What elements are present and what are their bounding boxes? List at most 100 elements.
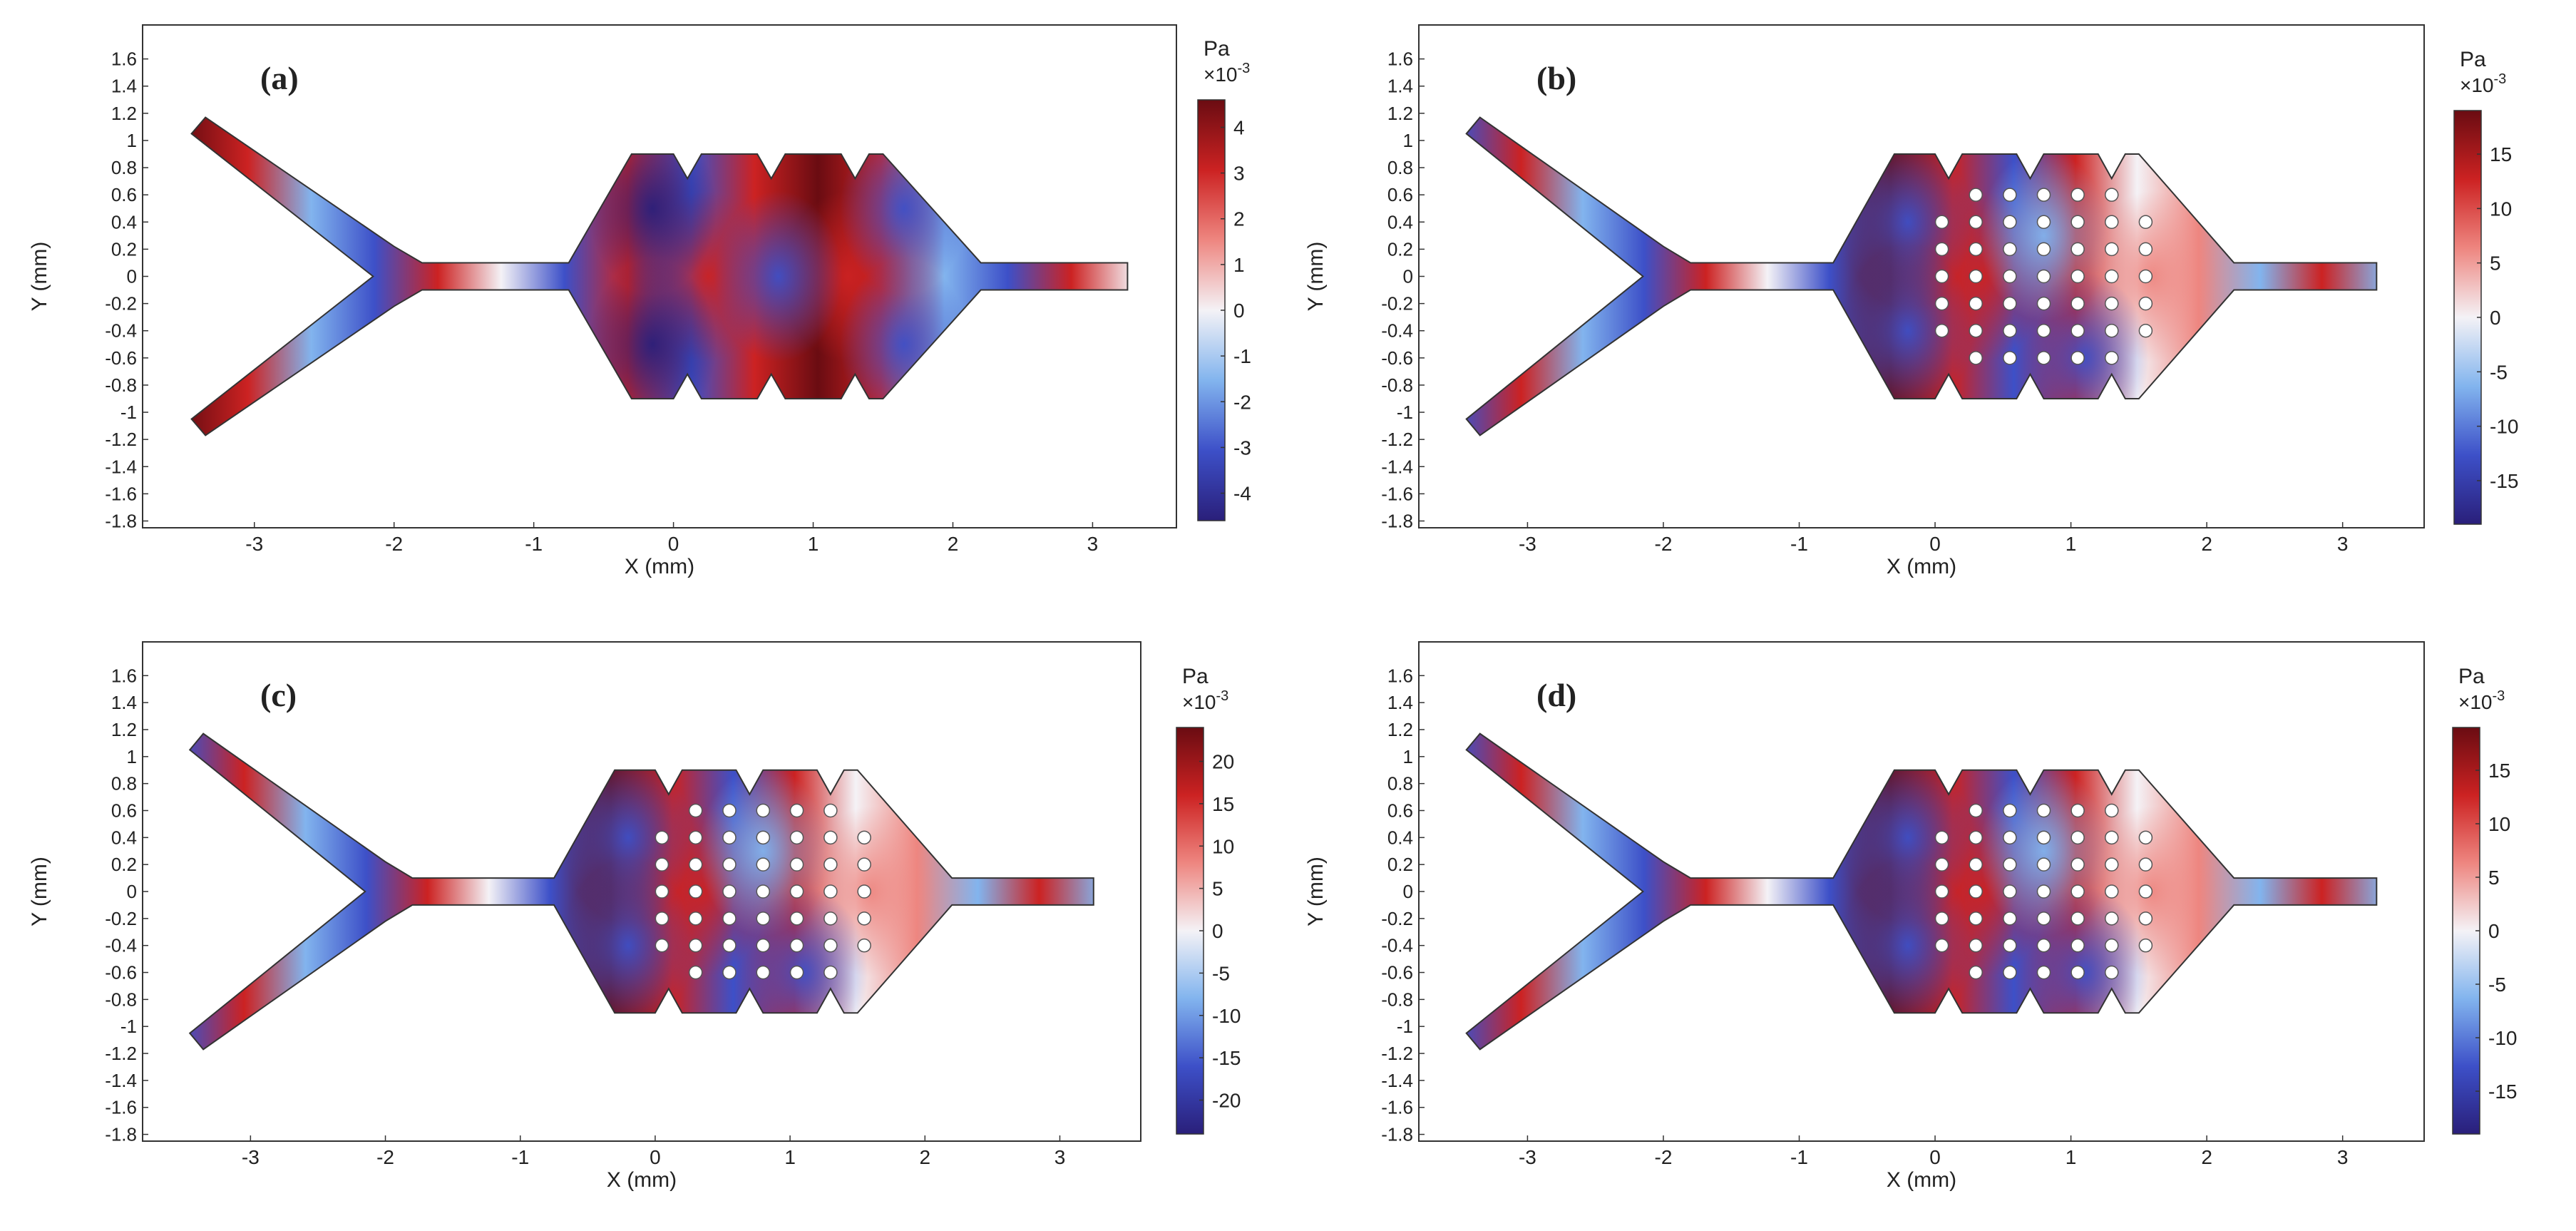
- pillar: [2036, 938, 2051, 953]
- y-tick-label: 1.2: [1387, 719, 1413, 740]
- channel-outline: [188, 732, 1094, 1051]
- pillar: [789, 857, 804, 872]
- pillar: [655, 830, 669, 845]
- pillar: [2070, 938, 2085, 953]
- x-tick-label: 0: [668, 533, 679, 555]
- colorbar-tick-label: -5: [2490, 361, 2508, 383]
- y-tick-label: -0.8: [1381, 374, 1413, 396]
- pillar: [1934, 857, 1949, 872]
- pillar: [2003, 269, 2017, 284]
- pillar: [1934, 323, 1949, 338]
- y-tick-label: 0.6: [1387, 800, 1413, 821]
- pillar: [688, 857, 703, 872]
- y-tick-label: -0.4: [1381, 320, 1413, 342]
- colorbar-scale: ×10-3: [1182, 688, 1228, 713]
- pillar: [2070, 323, 2085, 338]
- pillar: [2003, 965, 2017, 980]
- pillar: [2105, 884, 2119, 899]
- x-tick-label: 2: [920, 1146, 931, 1168]
- pillar: [2070, 884, 2085, 899]
- pillar: [2105, 269, 2119, 284]
- colorbar: [1197, 99, 1226, 521]
- x-axis-label: X (mm): [1887, 555, 1956, 578]
- pillar: [823, 857, 838, 872]
- pillar: [2105, 351, 2119, 365]
- pillar: [722, 884, 737, 899]
- pillar: [2036, 215, 2051, 230]
- pillar: [1934, 830, 1949, 845]
- x-tick-label: 3: [2337, 1146, 2349, 1168]
- colorbar-tick-label: -20: [1212, 1090, 1241, 1112]
- pillar: [857, 884, 871, 899]
- y-tick-label: 1.2: [111, 103, 137, 124]
- pillar: [2070, 269, 2085, 284]
- y-tick-label: 1.4: [111, 76, 137, 97]
- pillar: [823, 965, 838, 980]
- y-tick-label: 0.4: [1387, 211, 1413, 233]
- pillar: [1969, 884, 1983, 899]
- y-tick-label: -1: [120, 402, 137, 423]
- pillar: [789, 938, 804, 953]
- pillar: [722, 911, 737, 926]
- pillar: [688, 965, 703, 980]
- colorbar-tick-label: 5: [2490, 252, 2501, 275]
- y-tick-label: -0.4: [105, 935, 137, 956]
- colorbar-unit: Pa: [2460, 48, 2486, 71]
- pillar: [722, 938, 737, 953]
- colorbar-tick-label: 10: [2488, 813, 2510, 835]
- y-tick-label: 0: [127, 266, 137, 287]
- colorbar-tick-label: 10: [1212, 835, 1234, 857]
- y-tick-label: 0.4: [111, 827, 137, 848]
- pillar: [2036, 830, 2051, 845]
- colorbar-unit: Pa: [2458, 665, 2485, 688]
- pillar: [688, 803, 703, 818]
- y-tick-label: 0: [1403, 266, 1413, 287]
- colorbar-tick-label: 5: [2488, 867, 2500, 889]
- x-tick-label: 3: [1087, 533, 1099, 555]
- pillar: [2070, 296, 2085, 311]
- y-tick-label: -1.8: [105, 1124, 137, 1145]
- pillar: [1969, 965, 1983, 980]
- y-tick-label: -1.4: [105, 456, 137, 477]
- pillar: [857, 938, 871, 953]
- pillar: [2070, 830, 2085, 845]
- pillar: [1969, 803, 1983, 818]
- pillar: [2105, 242, 2119, 257]
- pillar: [655, 857, 669, 872]
- pillar: [2105, 215, 2119, 230]
- y-tick-label: 1: [1403, 130, 1413, 151]
- channel-outline: [1465, 732, 2378, 1051]
- pillar: [1969, 215, 1983, 230]
- y-tick-label: -1.4: [1381, 456, 1413, 477]
- panel-label: (a): [260, 60, 299, 96]
- pillar: [2003, 857, 2017, 872]
- pillar: [2105, 830, 2119, 845]
- colorbar-tick-label: 2: [1233, 208, 1245, 230]
- y-tick-label: 1.2: [1387, 103, 1413, 124]
- y-tick-label: 0: [127, 881, 137, 902]
- y-tick-label: -1.2: [1381, 1043, 1413, 1064]
- colorbar-tick-label: -15: [1212, 1047, 1241, 1069]
- pillar: [857, 857, 871, 872]
- x-tick-label: -1: [511, 1146, 529, 1168]
- pillar: [756, 857, 771, 872]
- pillar: [2105, 857, 2119, 872]
- colorbar: [2452, 727, 2480, 1135]
- pillar: [1969, 911, 1983, 926]
- y-tick-label: -1.8: [1381, 1124, 1413, 1145]
- x-tick-label: -3: [1519, 1146, 1536, 1168]
- colorbar-tick-label: -10: [2490, 416, 2518, 438]
- y-axis-label: Y (mm): [28, 242, 51, 312]
- pillar: [2003, 803, 2017, 818]
- colorbar-tick-label: 1: [1233, 254, 1245, 276]
- y-tick-label: -1.2: [1381, 429, 1413, 450]
- pillar: [2036, 857, 2051, 872]
- pillar: [2003, 242, 2017, 257]
- pillar: [1969, 323, 1983, 338]
- pillar: [2105, 188, 2119, 202]
- pillar: [823, 938, 838, 953]
- pillar: [1934, 911, 1949, 926]
- y-tick-label: -0.8: [1381, 989, 1413, 1010]
- pillar: [789, 884, 804, 899]
- y-tick-label: 0.8: [1387, 773, 1413, 795]
